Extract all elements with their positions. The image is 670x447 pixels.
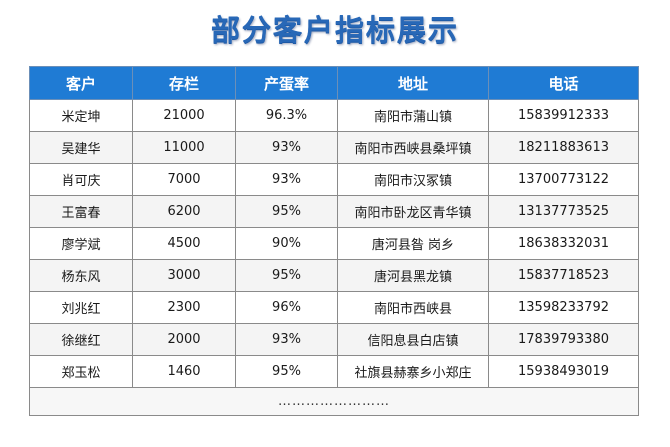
table-row: 王富春 6200 95% 南阳市卧龙区青华镇 13137773525 — [29, 195, 639, 228]
cell-customer: 王富春 — [29, 195, 133, 228]
header-address: 地址 — [337, 66, 489, 100]
cell-laying-rate: 95% — [235, 355, 338, 388]
table-row: 徐继红 2000 93% 信阳息县白店镇 17839793380 — [29, 323, 639, 356]
cell-customer: 徐继红 — [29, 323, 133, 356]
table-header-row: 客户 存栏 产蛋率 地址 电话 — [29, 66, 639, 100]
cell-phone: 17839793380 — [488, 323, 639, 356]
cell-phone: 18211883613 — [488, 131, 639, 164]
cell-address: 南阳市汉冢镇 — [337, 163, 489, 196]
cell-phone: 15839912333 — [488, 99, 639, 132]
table-footer-row: …………………… — [29, 387, 639, 416]
page-title: 部分客户指标展示 — [210, 13, 459, 47]
cell-address: 南阳市西峡县 — [337, 291, 489, 324]
cell-stock: 6200 — [132, 195, 236, 228]
cell-stock: 11000 — [132, 131, 236, 164]
cell-address: 南阳市蒲山镇 — [337, 99, 489, 132]
cell-stock: 4500 — [132, 227, 236, 260]
table-row: 杨东风 3000 95% 唐河县黑龙镇 15837718523 — [29, 259, 639, 292]
table-row: 吴建华 11000 93% 南阳市西峡县桑坪镇 18211883613 — [29, 131, 639, 164]
cell-laying-rate: 96.3% — [235, 99, 338, 132]
cell-address: 南阳市卧龙区青华镇 — [337, 195, 489, 228]
header-laying-rate: 产蛋率 — [235, 66, 338, 100]
table-row: 刘兆红 2300 96% 南阳市西峡县 13598233792 — [29, 291, 639, 324]
cell-laying-rate: 95% — [235, 195, 338, 228]
table-footer-ellipsis: …………………… — [29, 387, 639, 416]
table-row: 郑玉松 1460 95% 社旗县赫寨乡小郑庄 15938493019 — [29, 355, 639, 388]
cell-laying-rate: 93% — [235, 131, 338, 164]
cell-laying-rate: 95% — [235, 259, 338, 292]
cell-phone: 13598233792 — [488, 291, 639, 324]
cell-address: 南阳市西峡县桑坪镇 — [337, 131, 489, 164]
cell-customer: 廖学斌 — [29, 227, 133, 260]
cell-customer: 米定坤 — [29, 99, 133, 132]
cell-customer: 杨东风 — [29, 259, 133, 292]
header-phone: 电话 — [488, 66, 639, 100]
cell-customer: 郑玉松 — [29, 355, 133, 388]
cell-address: 唐河县黑龙镇 — [337, 259, 489, 292]
cell-customer: 肖可庆 — [29, 163, 133, 196]
cell-phone: 13700773122 — [488, 163, 639, 196]
cell-customer: 吴建华 — [29, 131, 133, 164]
cell-customer: 刘兆红 — [29, 291, 133, 324]
cell-laying-rate: 90% — [235, 227, 338, 260]
cell-stock: 7000 — [132, 163, 236, 196]
cell-address: 唐河县昝 岗乡 — [337, 227, 489, 260]
cell-phone: 15938493019 — [488, 355, 639, 388]
header-stock: 存栏 — [132, 66, 236, 100]
table-row: 廖学斌 4500 90% 唐河县昝 岗乡 18638332031 — [29, 227, 639, 260]
cell-phone: 18638332031 — [488, 227, 639, 260]
cell-laying-rate: 93% — [235, 323, 338, 356]
cell-phone: 15837718523 — [488, 259, 639, 292]
cell-stock: 3000 — [132, 259, 236, 292]
customer-table: 客户 存栏 产蛋率 地址 电话 米定坤 21000 96.3% 南阳市蒲山镇 1… — [29, 66, 639, 416]
cell-stock: 2300 — [132, 291, 236, 324]
cell-laying-rate: 93% — [235, 163, 338, 196]
cell-stock: 2000 — [132, 323, 236, 356]
cell-stock: 1460 — [132, 355, 236, 388]
cell-stock: 21000 — [132, 99, 236, 132]
cell-laying-rate: 96% — [235, 291, 338, 324]
cell-address: 信阳息县白店镇 — [337, 323, 489, 356]
table-row: 肖可庆 7000 93% 南阳市汉冢镇 13700773122 — [29, 163, 639, 196]
cell-address: 社旗县赫寨乡小郑庄 — [337, 355, 489, 388]
cell-phone: 13137773525 — [488, 195, 639, 228]
table-row: 米定坤 21000 96.3% 南阳市蒲山镇 15839912333 — [29, 99, 639, 132]
header-customer: 客户 — [29, 66, 133, 100]
